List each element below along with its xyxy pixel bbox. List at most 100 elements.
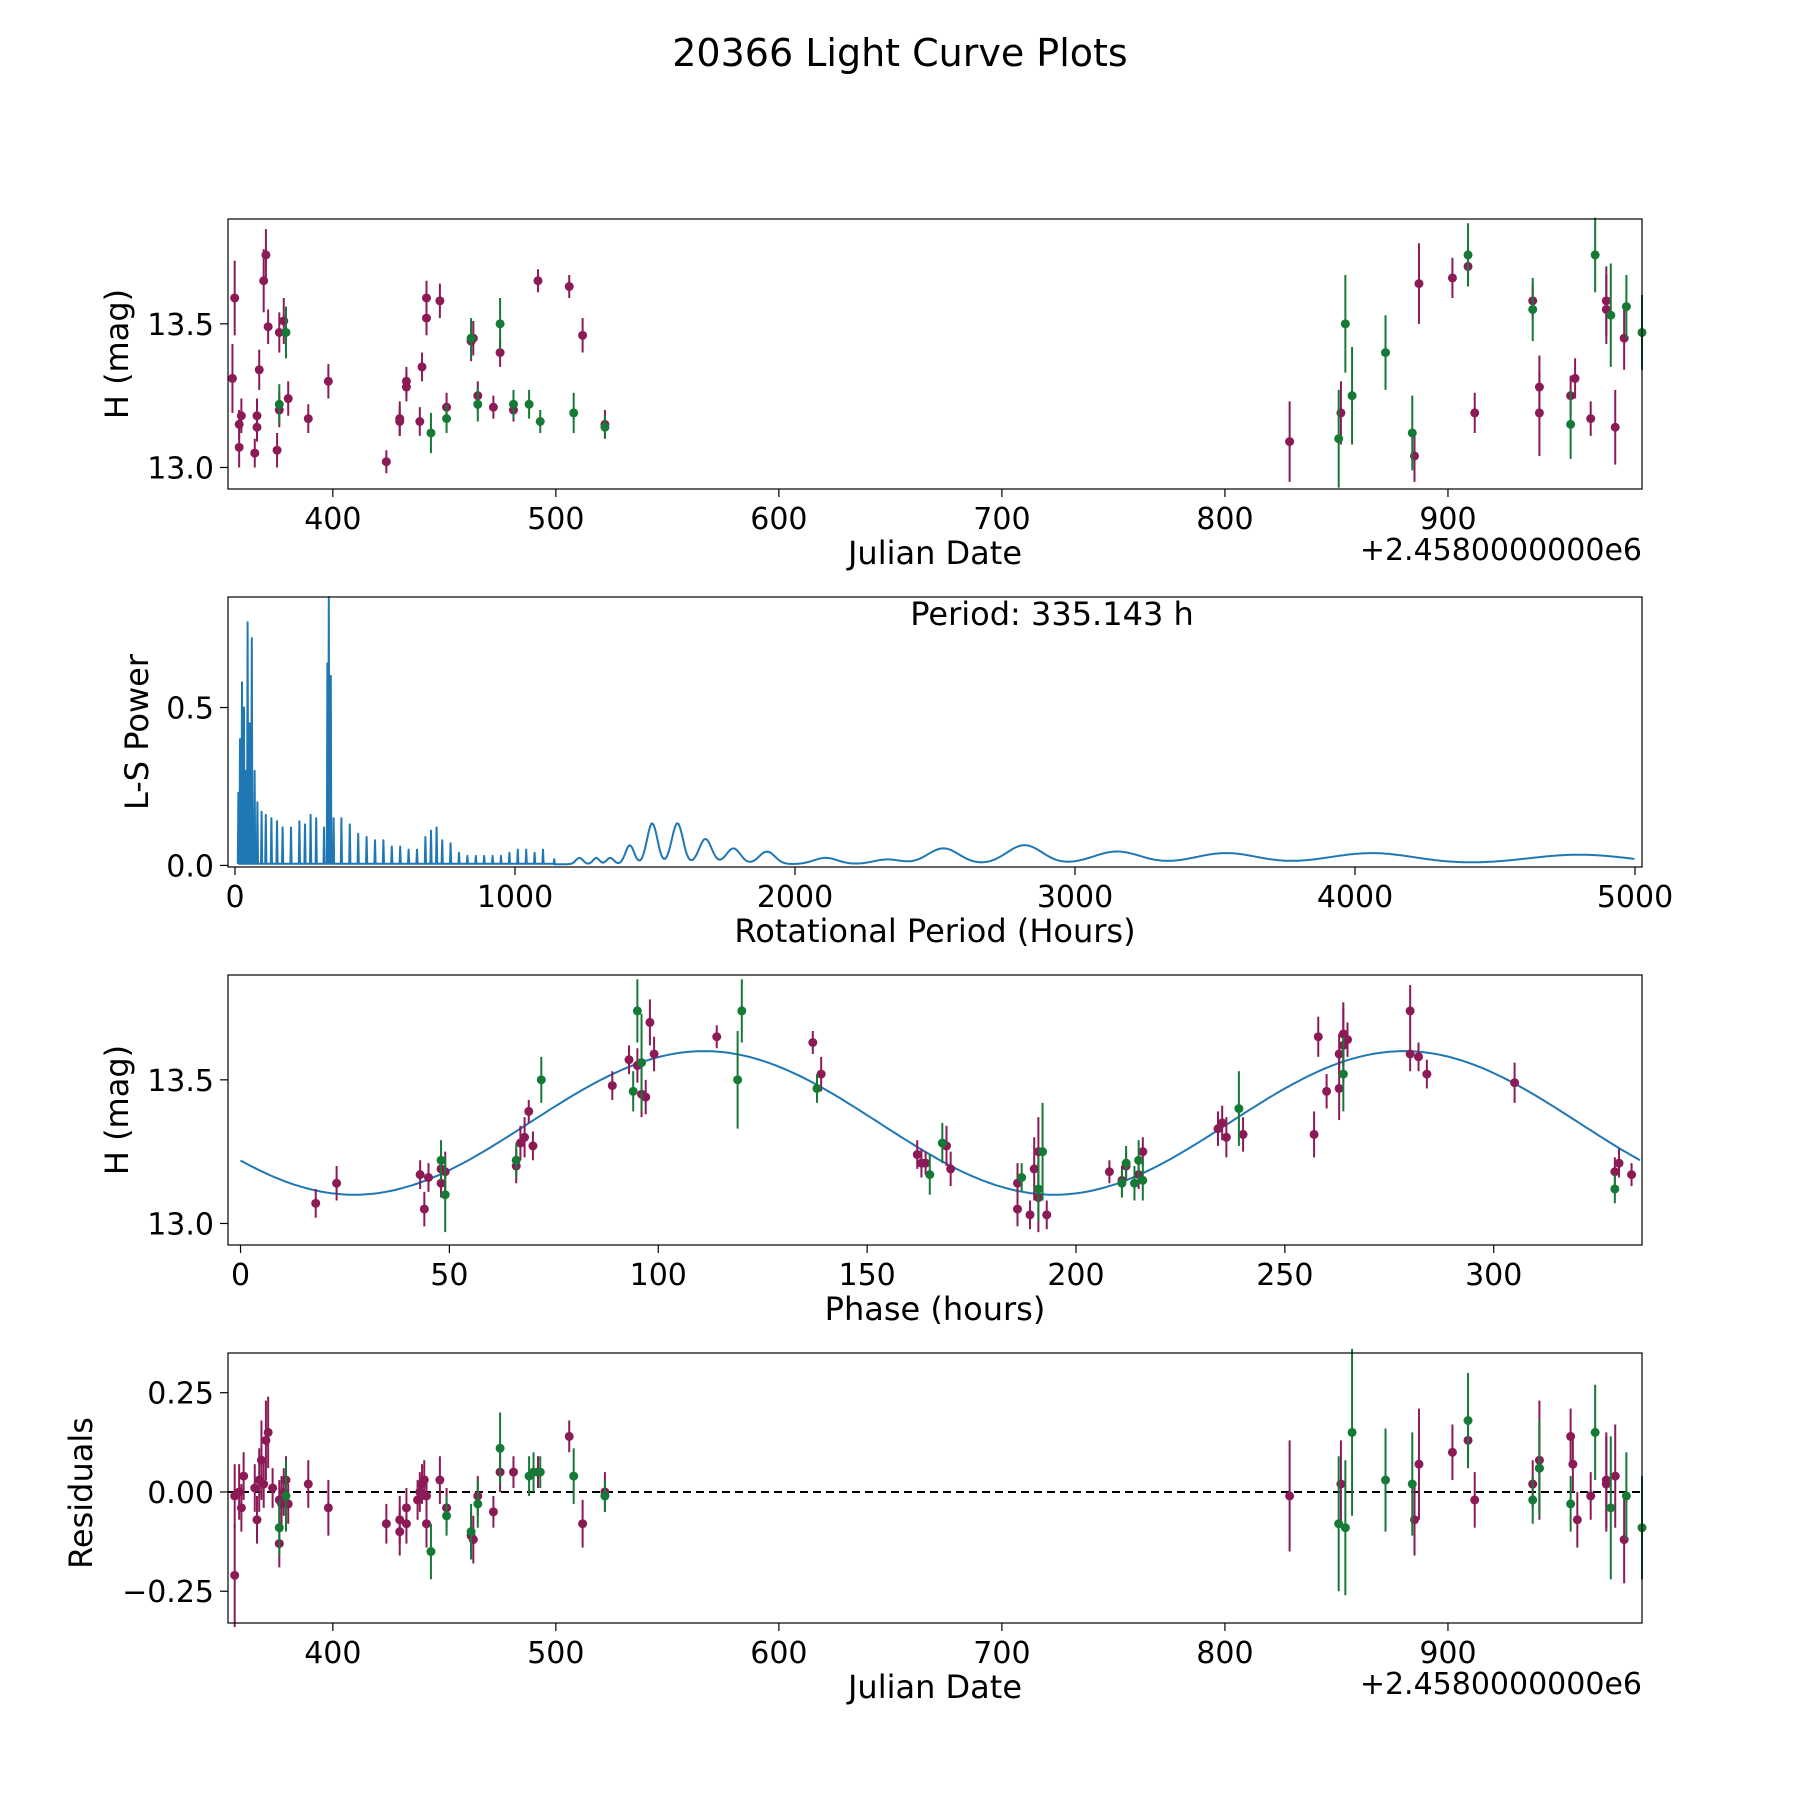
axes-frame-1 [227,218,1643,490]
data-point-r [239,1471,249,1481]
data-point-r [252,1515,262,1525]
data-point-r [1510,1078,1520,1088]
data-point-g [1463,1416,1473,1425]
data-point-g [1129,1178,1139,1188]
data-point-r [1601,1479,1611,1489]
x-tick-label: 100 [630,1258,687,1293]
data-point-g [1340,319,1350,329]
data-point-g [1134,1155,1144,1165]
data-point-g [1621,1491,1631,1501]
data-point-g [1347,391,1357,401]
x-ticks-4: 400 500 600 700 800 900 [304,1623,1477,1671]
data-point-g [1621,302,1631,312]
x-ticks-3: 0 50 100 150 200 250 300 [231,1245,1522,1293]
data-point-g [569,408,579,418]
y-axis-label-1: H (mag) [98,289,136,419]
x-tick-label: 400 [304,1636,361,1671]
data-point-r [381,457,391,467]
data-point-r [421,313,431,323]
x-tick-label: 3000 [1037,880,1113,915]
x-tick-label: 500 [527,502,584,537]
x-tick-label: 800 [1196,502,1253,537]
data-point-r [912,1150,922,1160]
axes-frame-2 [227,596,1643,868]
data-point-r [1025,1210,1035,1220]
data-point-g [1334,434,1344,444]
x-tick-label: 0 [225,880,244,915]
x-ticks-2: 0 1000 2000 3000 4000 5000 [225,867,1673,915]
data-point-g [1038,1147,1048,1157]
data-point-r [533,276,543,286]
data-point-g [281,327,291,337]
data-point-r [1570,373,1580,383]
x-tick-label: 800 [1196,1636,1253,1671]
data-point-r [1309,1129,1319,1139]
data-point-g [442,414,452,424]
data-point-r [263,322,273,332]
data-point-g [274,399,284,409]
data-point-r [230,1570,240,1580]
data-point-r [1414,1459,1424,1469]
y-tick-label: 0.0 [166,849,214,884]
data-point-g [1340,1523,1350,1533]
y-ticks-4: −0.25 0.00 0.25 [122,1377,228,1610]
x-tick-label: 1000 [477,880,553,915]
data-point-r [259,1479,269,1489]
data-point-g [1463,250,1473,260]
panel-light-curve: 400 500 600 700 800 900 13.013.5 Julian Date … [98,217,1647,572]
y-tick-label: −0.25 [122,1575,214,1610]
data-point-r [250,448,260,458]
data-point-g [473,1499,483,1509]
data-point-r [424,1173,434,1182]
plot-area-1 [227,217,1647,488]
y-tick-label: 0.25 [147,1377,214,1412]
data-point-r [421,1519,431,1529]
y-tick-label: 13.0 [147,1207,214,1242]
data-point-r [1586,1491,1596,1501]
panel-phase-folded: 0 50 100 150 200 250 300 13.0 13.5 Phase (hours… [98,974,1643,1328]
x-tick-label: 200 [1047,1258,1104,1293]
y-axis-label-3: H (mag) [98,1045,136,1175]
data-point-r [272,445,282,455]
data-point-g [466,1527,476,1537]
data-point-r [1104,1167,1114,1177]
data-point-g [281,1491,291,1501]
data-point-g [1566,1499,1576,1509]
data-point-r [234,442,244,452]
data-point-g [1234,1104,1244,1114]
data-point-r [1470,1495,1480,1505]
data-point-r [1447,1447,1457,1457]
data-point-r [381,1519,391,1529]
data-point-g [1381,348,1391,358]
x-axis-label-3: Phase (hours) [825,1290,1046,1328]
data-point-r [263,1427,273,1437]
data-point-g [1121,1158,1131,1168]
y-axis-label-2: L-S Power [118,653,156,810]
data-point-r [578,330,588,340]
data-point-r [1405,1049,1415,1059]
data-point-r [415,1170,425,1180]
panel-periodogram: 0 1000 2000 3000 4000 5000 0.0 0.5 Period: 335… [118,595,1673,950]
data-point-g [440,1190,450,1200]
data-point-r [645,1017,655,1027]
plot-area-2 [236,596,1635,866]
data-point-g [600,1491,610,1501]
panel-residuals: 400 500 600 700 800 900 −0.25 0.00 0.25 Julian … [62,1349,1647,1706]
data-point-g [628,1086,638,1096]
data-point-g [737,1006,747,1016]
data-point-r [1217,1118,1227,1128]
data-point-r [1343,1035,1353,1045]
x-tick-label: 900 [1419,1636,1476,1671]
data-point-g [1017,1173,1027,1182]
data-point-g [600,422,610,432]
plot-area-4 [228,1349,1647,1627]
data-point-g [1610,1184,1620,1194]
data-point-r [395,1527,405,1537]
data-point-r [1572,1515,1582,1525]
data-point-r [524,1106,534,1116]
data-point-r [488,1507,498,1517]
data-point-g [1407,1479,1417,1489]
data-point-r [1042,1210,1052,1220]
y-tick-label: 13.0 [147,451,214,486]
data-point-g [426,1547,436,1557]
